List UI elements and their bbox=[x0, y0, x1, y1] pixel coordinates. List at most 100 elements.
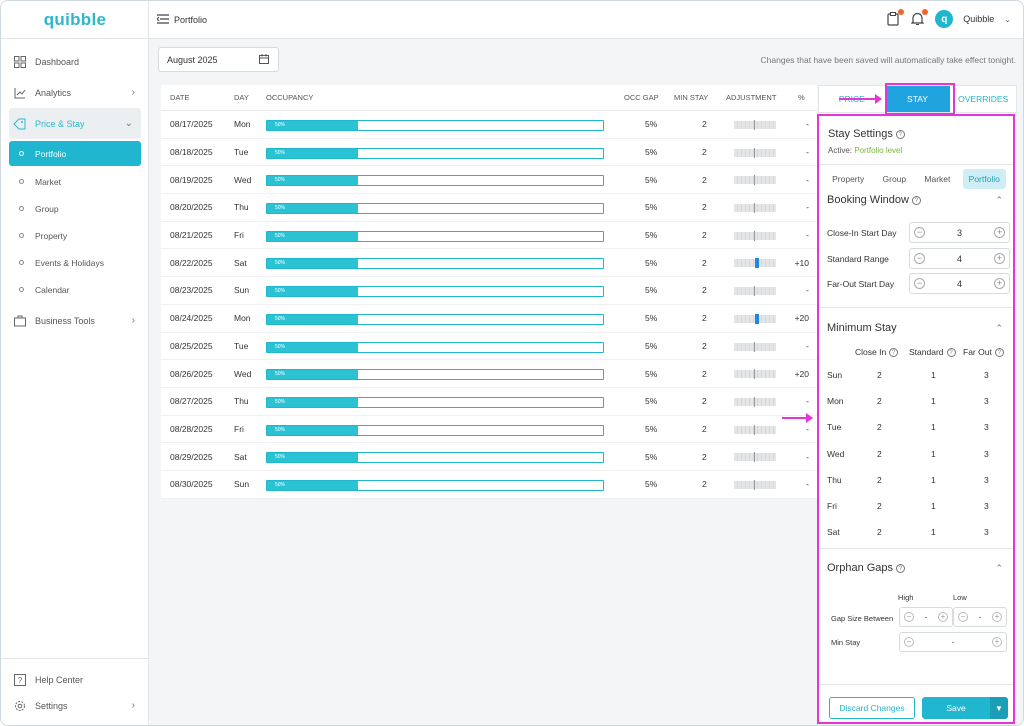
table-row[interactable]: 08/29/2025 Sat 50% 5% 2 - bbox=[161, 443, 817, 471]
ms-far-out[interactable]: 3 bbox=[984, 448, 989, 459]
gap-low-stepper[interactable]: − - + bbox=[953, 607, 1007, 627]
bell-icon[interactable] bbox=[910, 9, 929, 26]
close-in-stepper[interactable]: − 3 + bbox=[909, 222, 1010, 243]
subtab-market[interactable]: Market bbox=[924, 173, 951, 184]
adjustment-slider[interactable] bbox=[734, 313, 776, 324]
table-row[interactable]: 08/20/2025 Thu 50% 5% 2 - bbox=[161, 194, 817, 222]
sidebar-item-price-stay[interactable]: Price & Stay ⌄ bbox=[9, 108, 141, 139]
ms-standard[interactable]: 1 bbox=[931, 448, 936, 459]
clipboard-icon[interactable] bbox=[887, 9, 905, 26]
tab-overrides[interactable]: OVERRIDES bbox=[958, 94, 1009, 104]
standard-range-stepper[interactable]: − 4 + bbox=[909, 248, 1010, 269]
slider-knob[interactable] bbox=[755, 313, 759, 324]
adjustment-slider[interactable] bbox=[734, 396, 776, 407]
sidebar-item-business-tools[interactable]: Business Tools › bbox=[1, 305, 149, 336]
table-row[interactable]: 08/22/2025 Sat 50% 5% 2 +10 bbox=[161, 249, 817, 278]
ms-far-out[interactable]: 3 bbox=[984, 527, 989, 538]
sidebar-item-dashboard[interactable]: Dashboard bbox=[1, 46, 149, 77]
plus-icon[interactable]: + bbox=[994, 253, 1005, 264]
ms-close-in[interactable]: 2 bbox=[877, 396, 882, 407]
ms-standard[interactable]: 1 bbox=[931, 501, 936, 511]
table-row[interactable]: 08/26/2025 Wed 50% 5% 2 +20 bbox=[161, 360, 817, 388]
minus-icon[interactable]: − bbox=[958, 612, 968, 622]
plus-icon[interactable]: + bbox=[994, 227, 1005, 238]
ms-far-out[interactable]: 3 bbox=[984, 422, 989, 433]
sidebar-sub-events[interactable]: Events & Holidays bbox=[1, 249, 149, 276]
adjustment-slider[interactable] bbox=[734, 452, 776, 463]
discard-changes-button[interactable]: Discard Changes bbox=[829, 697, 915, 719]
ms-standard[interactable]: 1 bbox=[931, 527, 936, 538]
adjustment-slider[interactable] bbox=[734, 258, 776, 269]
sidebar-sub-market[interactable]: Market bbox=[1, 168, 149, 195]
table-row[interactable]: 08/27/2025 Thu 50% 5% 2 - bbox=[161, 388, 817, 416]
logo[interactable]: quibble bbox=[1, 1, 149, 39]
plus-icon[interactable]: + bbox=[994, 278, 1005, 289]
table-row[interactable]: 08/23/2025 Sun 50% 5% 2 - bbox=[161, 277, 817, 305]
slider-knob[interactable] bbox=[755, 258, 759, 269]
save-button[interactable]: Save bbox=[922, 697, 990, 719]
minus-icon[interactable]: − bbox=[914, 253, 925, 264]
adjustment-slider[interactable] bbox=[734, 424, 776, 435]
adjustment-slider[interactable] bbox=[734, 203, 776, 214]
sidebar-item-help[interactable]: ? Help Center bbox=[1, 667, 149, 693]
orphan-min-stay-stepper[interactable]: − - + bbox=[899, 632, 1007, 652]
ms-far-out[interactable]: 3 bbox=[984, 501, 989, 511]
help-icon[interactable]: ? bbox=[994, 348, 1004, 358]
adjustment-slider[interactable] bbox=[734, 147, 776, 158]
sidebar-item-settings[interactable]: Settings › bbox=[1, 693, 149, 719]
far-out-stepper[interactable]: − 4 + bbox=[909, 273, 1010, 294]
ms-close-in[interactable]: 2 bbox=[877, 474, 882, 485]
help-icon[interactable]: ? bbox=[946, 348, 956, 358]
ms-standard[interactable]: 1 bbox=[931, 396, 936, 407]
ms-close-in[interactable]: 2 bbox=[877, 448, 882, 459]
plus-icon[interactable]: + bbox=[992, 612, 1002, 622]
subtab-portfolio[interactable]: Portfolio bbox=[962, 168, 1006, 189]
avatar[interactable]: q bbox=[935, 10, 954, 28]
help-icon[interactable]: ? bbox=[896, 563, 906, 573]
minus-icon[interactable]: − bbox=[914, 278, 925, 289]
ms-far-out[interactable]: 3 bbox=[984, 474, 989, 485]
ms-standard[interactable]: 1 bbox=[931, 370, 936, 380]
table-row[interactable]: 08/17/2025 Mon 50% 5% 2 - bbox=[161, 111, 817, 139]
plus-icon[interactable]: + bbox=[992, 637, 1002, 647]
table-row[interactable]: 08/25/2025 Tue 50% 5% 2 - bbox=[161, 333, 817, 361]
chevron-up-icon[interactable]: ⌃ bbox=[995, 195, 1003, 205]
ms-standard[interactable]: 1 bbox=[931, 474, 936, 485]
tab-stay[interactable]: STAY bbox=[884, 86, 951, 112]
sidebar-item-analytics[interactable]: Analytics › bbox=[1, 77, 149, 108]
table-row[interactable]: 08/21/2025 Fri 50% 5% 2 - bbox=[161, 222, 817, 250]
adjustment-slider[interactable] bbox=[734, 120, 776, 130]
table-row[interactable]: 08/28/2025 Fri 50% 5% 2 - bbox=[161, 416, 817, 444]
table-row[interactable]: 08/30/2025 Sun 50% 5% 2 - bbox=[161, 471, 817, 499]
minus-icon[interactable]: − bbox=[904, 637, 914, 647]
adjustment-slider[interactable] bbox=[734, 175, 776, 186]
table-row[interactable]: 08/19/2025 Wed 50% 5% 2 - bbox=[161, 166, 817, 195]
month-picker[interactable]: August 2025 bbox=[158, 47, 279, 72]
user-name[interactable]: Quibble bbox=[963, 14, 995, 24]
ms-close-in[interactable]: 2 bbox=[877, 370, 882, 380]
minus-icon[interactable]: − bbox=[914, 227, 925, 238]
minus-icon[interactable]: − bbox=[904, 612, 914, 622]
ms-far-out[interactable]: 3 bbox=[984, 370, 989, 380]
ms-close-in[interactable]: 2 bbox=[877, 501, 882, 511]
plus-icon[interactable]: + bbox=[938, 612, 948, 622]
ms-close-in[interactable]: 2 bbox=[877, 527, 882, 538]
collapse-menu-icon[interactable] bbox=[156, 14, 169, 26]
chevron-up-icon[interactable]: ⌃ bbox=[995, 323, 1003, 333]
help-icon[interactable]: ? bbox=[895, 129, 905, 139]
adjustment-slider[interactable] bbox=[734, 479, 776, 490]
chevron-down-icon[interactable]: ⌄ bbox=[1004, 14, 1011, 24]
subtab-group[interactable]: Group bbox=[882, 173, 907, 184]
ms-standard[interactable]: 1 bbox=[931, 422, 936, 433]
table-row[interactable]: 08/18/2025 Tue 50% 5% 2 - bbox=[161, 139, 817, 167]
help-icon[interactable]: ? bbox=[911, 195, 921, 205]
table-row[interactable]: 08/24/2025 Mon 50% 5% 2 +20 bbox=[161, 305, 817, 333]
adjustment-slider[interactable] bbox=[734, 286, 776, 297]
ms-far-out[interactable]: 3 bbox=[984, 396, 989, 407]
adjustment-slider[interactable] bbox=[734, 369, 776, 380]
adjustment-slider[interactable] bbox=[734, 341, 776, 352]
adjustment-slider[interactable] bbox=[734, 230, 776, 241]
sidebar-sub-group[interactable]: Group bbox=[1, 195, 149, 222]
subtab-property[interactable]: Property bbox=[832, 173, 865, 184]
chevron-up-icon[interactable]: ⌃ bbox=[995, 563, 1003, 573]
